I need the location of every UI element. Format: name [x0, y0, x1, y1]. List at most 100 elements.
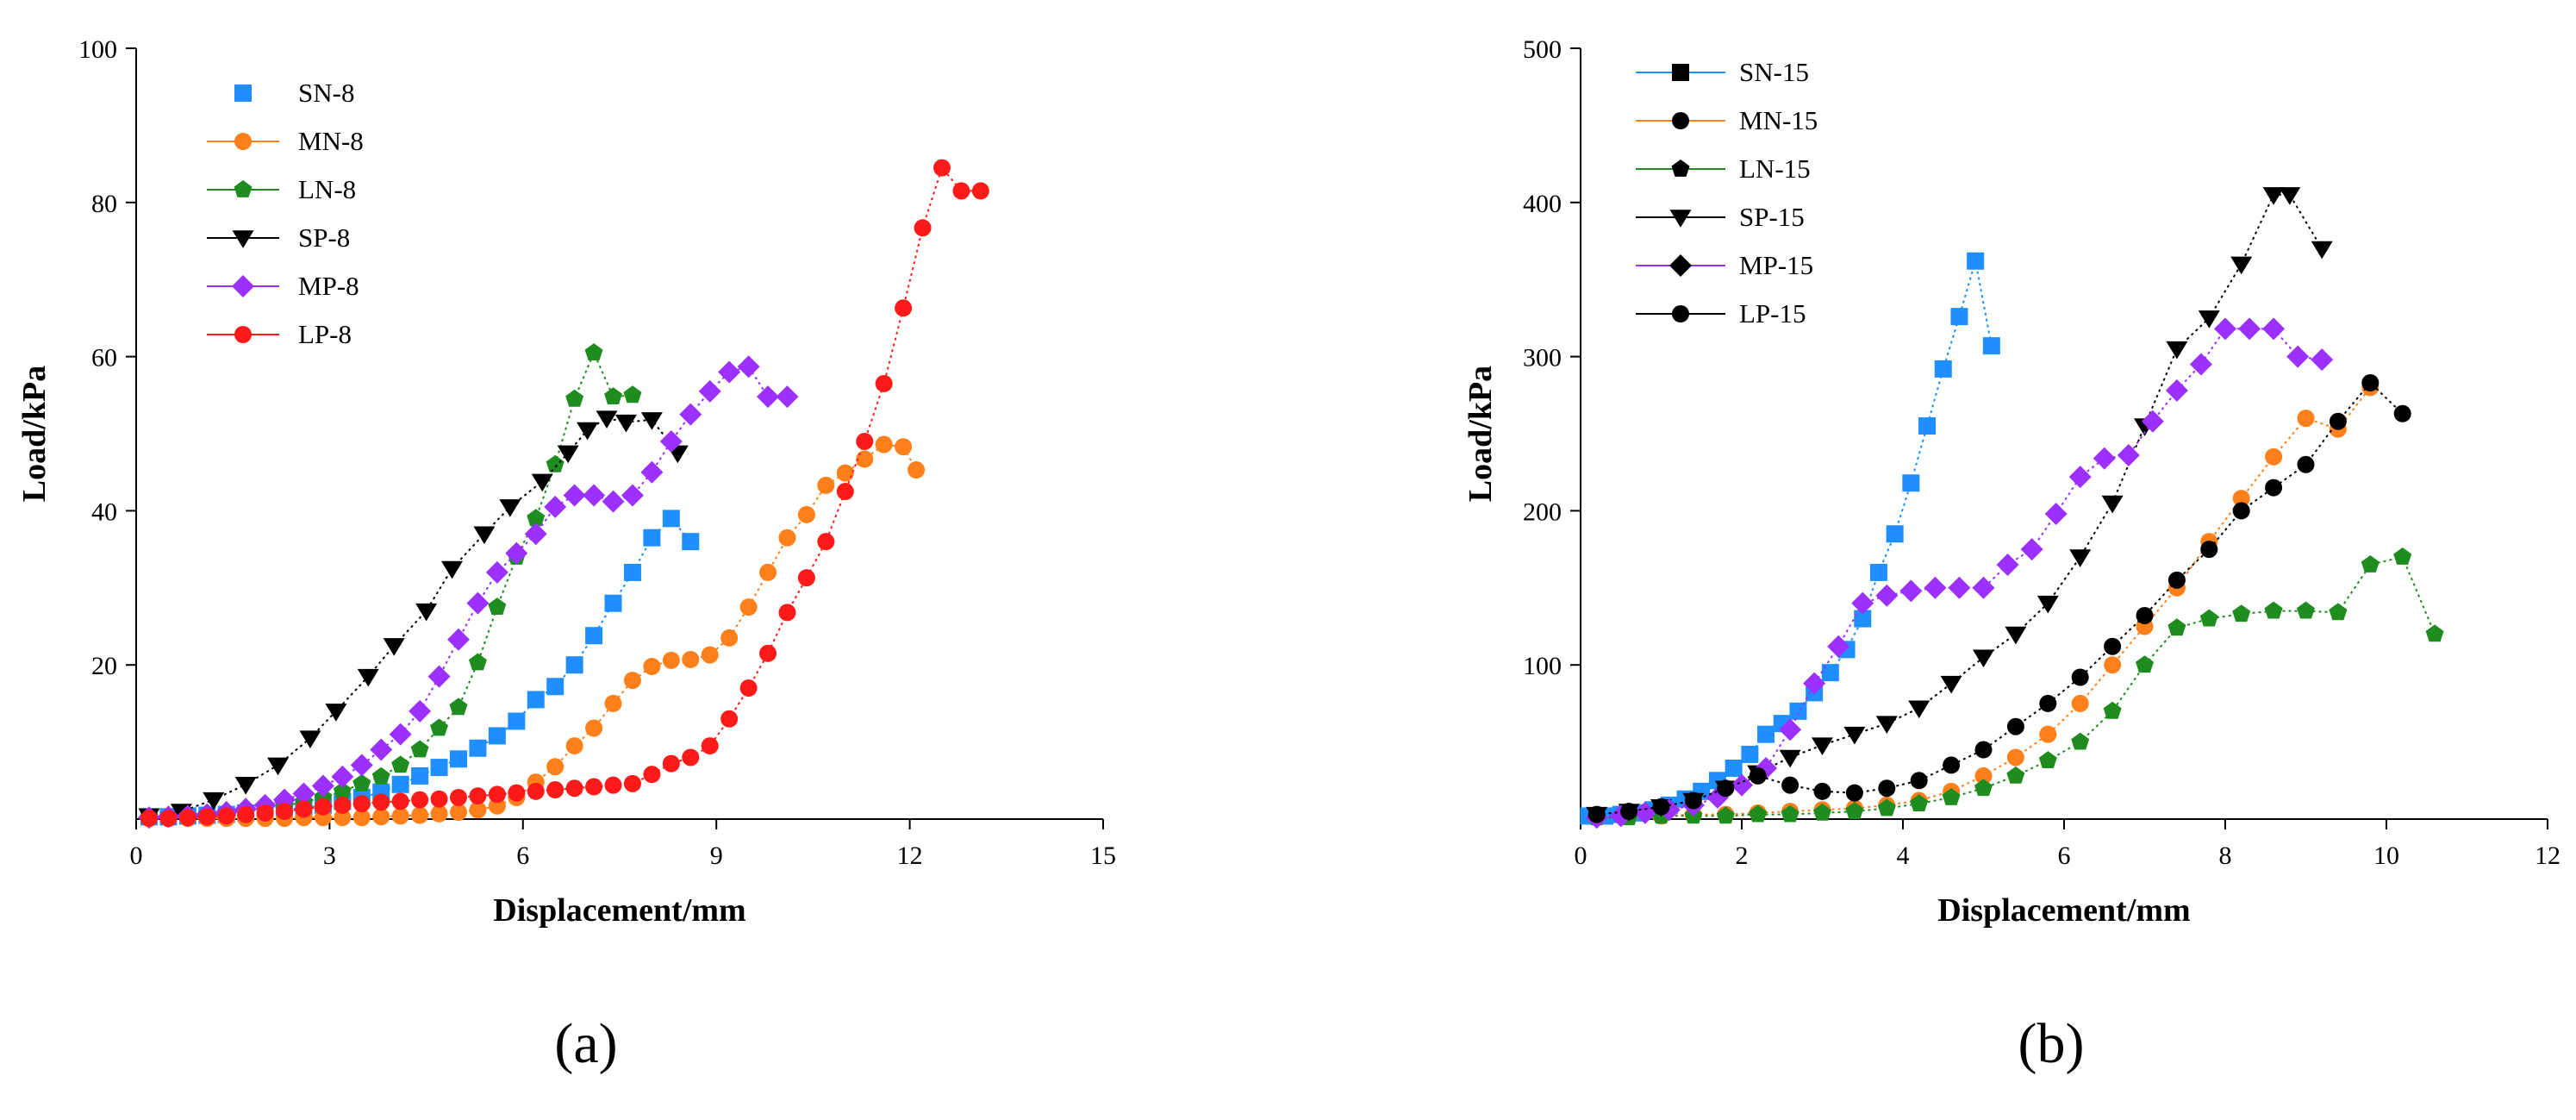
data-point: [2117, 444, 2140, 467]
legend-label: MN-8: [298, 126, 364, 156]
data-point: [2232, 490, 2250, 508]
data-point: [2329, 412, 2347, 430]
data-point: [623, 563, 641, 581]
x-tick-label: 12: [2535, 842, 2560, 870]
data-point: [2329, 603, 2348, 621]
data-point: [836, 464, 854, 482]
data-point: [2093, 447, 2116, 470]
data-point: [643, 657, 661, 675]
series-lp-8: [140, 159, 989, 828]
data-point: [2361, 555, 2380, 573]
data-point: [914, 219, 932, 237]
data-point: [333, 781, 352, 799]
data-point: [450, 750, 467, 768]
data-point: [292, 782, 315, 805]
legend-entry-mp-15: MP-15: [1636, 250, 1813, 280]
legend-label: LP-8: [298, 319, 352, 349]
legend-entry-ln-8: LN-8: [207, 174, 356, 204]
legend-entry-sp-8: SP-8: [207, 222, 350, 253]
legend-label: SN-8: [298, 78, 354, 108]
data-point: [2230, 256, 2253, 275]
data-point: [1633, 801, 1656, 824]
legend-entry-lp-8: LP-8: [207, 319, 352, 349]
data-point: [2036, 595, 2059, 614]
data-point: [203, 792, 225, 810]
legend-entry-ln-15: LN-15: [1636, 153, 1811, 184]
data-point: [1845, 784, 1863, 802]
y-tick-label: 100: [78, 35, 117, 64]
data-point: [2361, 373, 2380, 391]
data-point: [1934, 360, 1952, 378]
data-point: [2069, 549, 2092, 567]
data-point: [682, 533, 700, 551]
legend-marker: [234, 180, 253, 197]
data-point: [237, 805, 255, 823]
data-point: [314, 798, 332, 816]
data-point: [1982, 337, 2000, 355]
data-point: [797, 505, 815, 523]
data-point: [357, 668, 379, 687]
x-tick-label: 8: [2219, 842, 2232, 870]
data-point: [565, 389, 584, 407]
data-point: [372, 793, 390, 811]
data-point: [371, 766, 390, 785]
data-point: [2262, 187, 2285, 205]
data-point: [466, 591, 490, 615]
series-line-sp-15: [1596, 193, 2323, 816]
data-point: [585, 719, 603, 737]
data-point: [682, 650, 700, 668]
data-point: [1908, 700, 1930, 719]
data-point: [473, 526, 496, 545]
data-point: [1717, 779, 1735, 798]
data-point: [546, 678, 564, 696]
data-point: [447, 628, 470, 651]
data-point: [485, 560, 508, 584]
data-point: [411, 806, 429, 824]
legend-label: LP-15: [1739, 298, 1806, 328]
data-point: [2071, 732, 2090, 750]
series-line-mp-8: [148, 366, 788, 819]
data-point: [720, 710, 739, 728]
legend-entry-lp-15: LP-15: [1636, 298, 1806, 328]
legend-marker: [1671, 160, 1690, 177]
x-tick-label: 9: [710, 842, 723, 870]
data-point: [2393, 547, 2412, 565]
data-point: [267, 757, 290, 776]
data-point: [817, 533, 835, 551]
series-mn-15: [1587, 379, 2380, 827]
x-tick-label: 4: [1897, 842, 1910, 870]
data-point: [1781, 776, 1799, 794]
series-line-lp-15: [1596, 381, 2404, 816]
data-point: [2104, 656, 2122, 674]
series-line-sp-8: [148, 417, 679, 817]
y-tick-label: 500: [1523, 35, 1562, 64]
series-line-lp-8: [149, 166, 981, 820]
data-point: [430, 804, 448, 823]
data-point: [604, 594, 622, 612]
data-point: [856, 432, 874, 450]
data-point: [1996, 553, 2019, 576]
data-point: [1813, 782, 1831, 800]
data-point: [325, 704, 347, 722]
data-point: [1910, 772, 1928, 790]
x-tick-label: 0: [130, 842, 143, 870]
data-point: [391, 755, 410, 773]
data-point: [1779, 718, 1802, 741]
data-point: [430, 790, 448, 808]
data-point: [276, 803, 294, 821]
data-point: [1587, 805, 1606, 823]
data-point: [299, 730, 321, 749]
data-point: [391, 807, 409, 825]
data-point: [2020, 538, 2043, 561]
x-tick-label: 10: [2373, 842, 2399, 870]
data-point: [527, 782, 545, 800]
legend-label: LN-8: [298, 174, 356, 204]
data-point: [1942, 788, 1961, 805]
data-point: [1877, 798, 1896, 817]
legend-entry-mn-15: MN-15: [1636, 105, 1818, 135]
data-point: [585, 778, 603, 796]
data-point: [908, 461, 926, 479]
y-tick-label: 60: [91, 344, 117, 372]
data-point: [1725, 759, 1743, 777]
data-point: [583, 484, 606, 507]
